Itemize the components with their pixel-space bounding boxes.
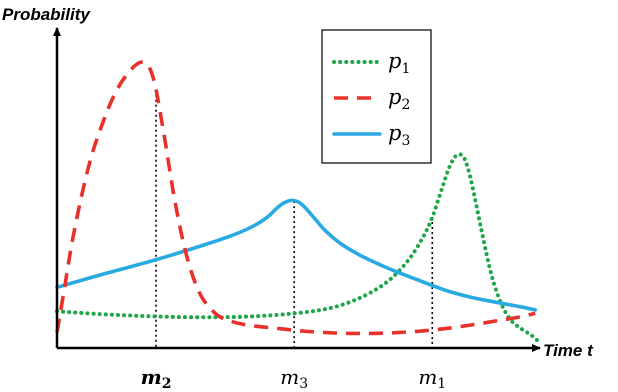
axes	[53, 27, 541, 352]
series-line-p3	[55, 198, 537, 312]
legend-label-p2: p2	[388, 85, 410, 113]
tick-label-m3: m3	[280, 365, 308, 392]
legend: p1 p2 p3	[321, 29, 432, 164]
tick-label-m1: m1	[418, 365, 446, 392]
marker-tick-labels: m2 m3 m1	[141, 365, 447, 392]
legend-label-p1: p1	[388, 49, 410, 77]
tick-label-m2: m2	[141, 365, 172, 392]
legend-label-p3: p3	[388, 121, 410, 149]
x-axis-title: Time t	[543, 341, 594, 360]
marker-guides	[155, 89, 434, 348]
series-line-p2	[55, 60, 536, 336]
series-lines	[55, 60, 540, 343]
series-line-p1	[55, 152, 540, 343]
y-axis-title: Probability	[2, 5, 91, 24]
